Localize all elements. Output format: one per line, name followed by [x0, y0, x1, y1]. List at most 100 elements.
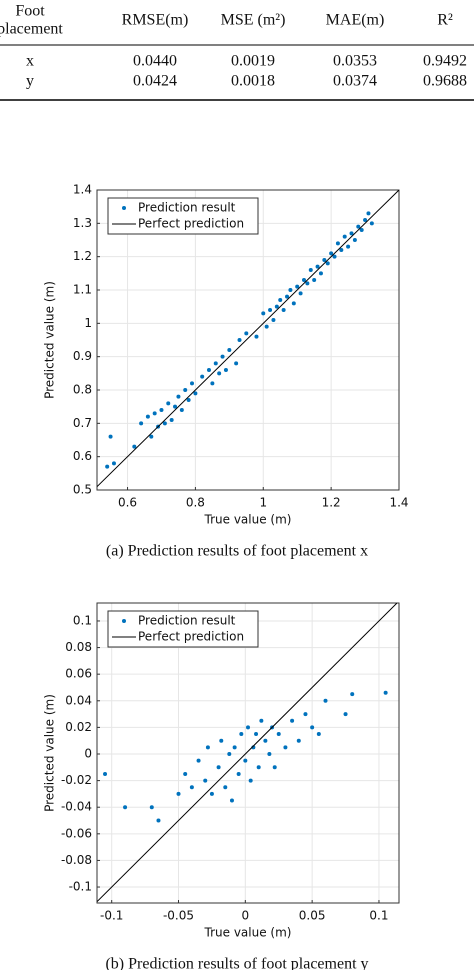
table-cell: 0.9492	[423, 53, 467, 70]
point	[186, 398, 191, 402]
y-tick-label: 1.3	[73, 216, 92, 230]
point	[206, 368, 211, 372]
y-tick-label: 0.04	[65, 693, 92, 707]
point	[346, 244, 351, 249]
table-header: MAE(m)	[326, 12, 385, 29]
point	[105, 464, 110, 469]
legend-label: Prediction result	[138, 201, 236, 215]
plot-frame	[96, 602, 400, 904]
table-header: placement	[0, 21, 63, 38]
y-tick-label: 1.1	[73, 283, 92, 297]
plot-frame	[96, 189, 400, 491]
point	[359, 228, 364, 232]
point	[343, 712, 348, 717]
x-tick-label: -0.05	[163, 909, 194, 923]
point	[281, 308, 286, 312]
y-tick-label: -0.02	[61, 773, 92, 787]
point	[183, 771, 188, 776]
table-cell: 0.0374	[333, 73, 377, 90]
y-tick-label: 0.1	[73, 613, 92, 627]
point	[217, 371, 222, 376]
x-tick-label: 0.8	[186, 496, 205, 510]
y-tick-label: 0	[84, 746, 92, 760]
point	[123, 805, 128, 810]
point	[303, 712, 308, 717]
legend-marker	[122, 619, 126, 623]
point	[323, 698, 328, 703]
y-tick-label: -0.1	[69, 880, 92, 894]
point	[229, 798, 234, 803]
point	[239, 732, 244, 737]
point	[196, 758, 201, 763]
point	[159, 408, 164, 412]
legend-label: Perfect prediction	[138, 630, 244, 644]
point	[296, 738, 301, 743]
point	[173, 404, 178, 409]
point	[383, 690, 388, 695]
point	[232, 745, 237, 750]
point	[291, 301, 296, 306]
y-axis-label: Predicted value (m)	[43, 694, 57, 812]
point	[329, 251, 334, 256]
table-cell: 0.0019	[231, 53, 275, 70]
point	[274, 304, 279, 309]
point	[209, 791, 214, 796]
y-tick-label: 0.02	[65, 720, 92, 734]
point	[254, 732, 259, 737]
point	[190, 381, 195, 386]
plot-area	[97, 190, 399, 488]
table-cell: 0.0440	[133, 53, 177, 70]
point	[308, 268, 313, 272]
point	[246, 725, 250, 730]
table-header: R²	[437, 12, 453, 29]
table-cell: 0.0424	[133, 73, 177, 90]
point	[290, 718, 295, 723]
table-header: Foot	[15, 3, 45, 20]
point	[295, 284, 300, 289]
point	[322, 258, 327, 262]
point	[272, 765, 277, 770]
point	[234, 361, 239, 366]
point	[205, 745, 210, 750]
point	[369, 221, 374, 226]
y-axis-label: Predicted value (m)	[43, 281, 57, 399]
point	[256, 765, 261, 770]
y-tick-label: 1.2	[73, 249, 92, 263]
point	[152, 411, 157, 416]
point	[223, 368, 228, 372]
point	[350, 692, 355, 697]
point	[259, 718, 264, 723]
reference-line	[97, 190, 399, 488]
legend-marker	[122, 206, 126, 210]
point	[227, 348, 232, 352]
point	[149, 805, 154, 810]
point	[325, 261, 330, 266]
y-tick-label: -0.08	[61, 853, 92, 867]
point	[227, 751, 232, 756]
point	[200, 374, 205, 379]
reference-line	[97, 603, 398, 903]
point	[236, 771, 241, 776]
point	[183, 388, 188, 392]
point	[162, 421, 167, 426]
table-header: MSE (m²)	[221, 12, 286, 29]
point	[108, 434, 113, 439]
y-tick-label: 0.5	[73, 483, 92, 497]
point	[132, 444, 137, 449]
x-tick-label: 0.1	[369, 909, 388, 923]
point	[283, 745, 288, 750]
point	[145, 414, 150, 419]
point	[276, 732, 281, 737]
point	[149, 434, 154, 439]
point	[156, 818, 161, 823]
point	[176, 394, 181, 399]
table-cell: 0.0353	[333, 53, 377, 70]
y-tick-label: 1.4	[73, 183, 92, 197]
table-cell: 0.0018	[231, 73, 275, 90]
x-axis-label: True value (m)	[204, 926, 292, 940]
point	[248, 778, 253, 783]
x-tick-label: 0.05	[299, 909, 326, 923]
point	[332, 254, 337, 259]
point	[261, 311, 266, 316]
